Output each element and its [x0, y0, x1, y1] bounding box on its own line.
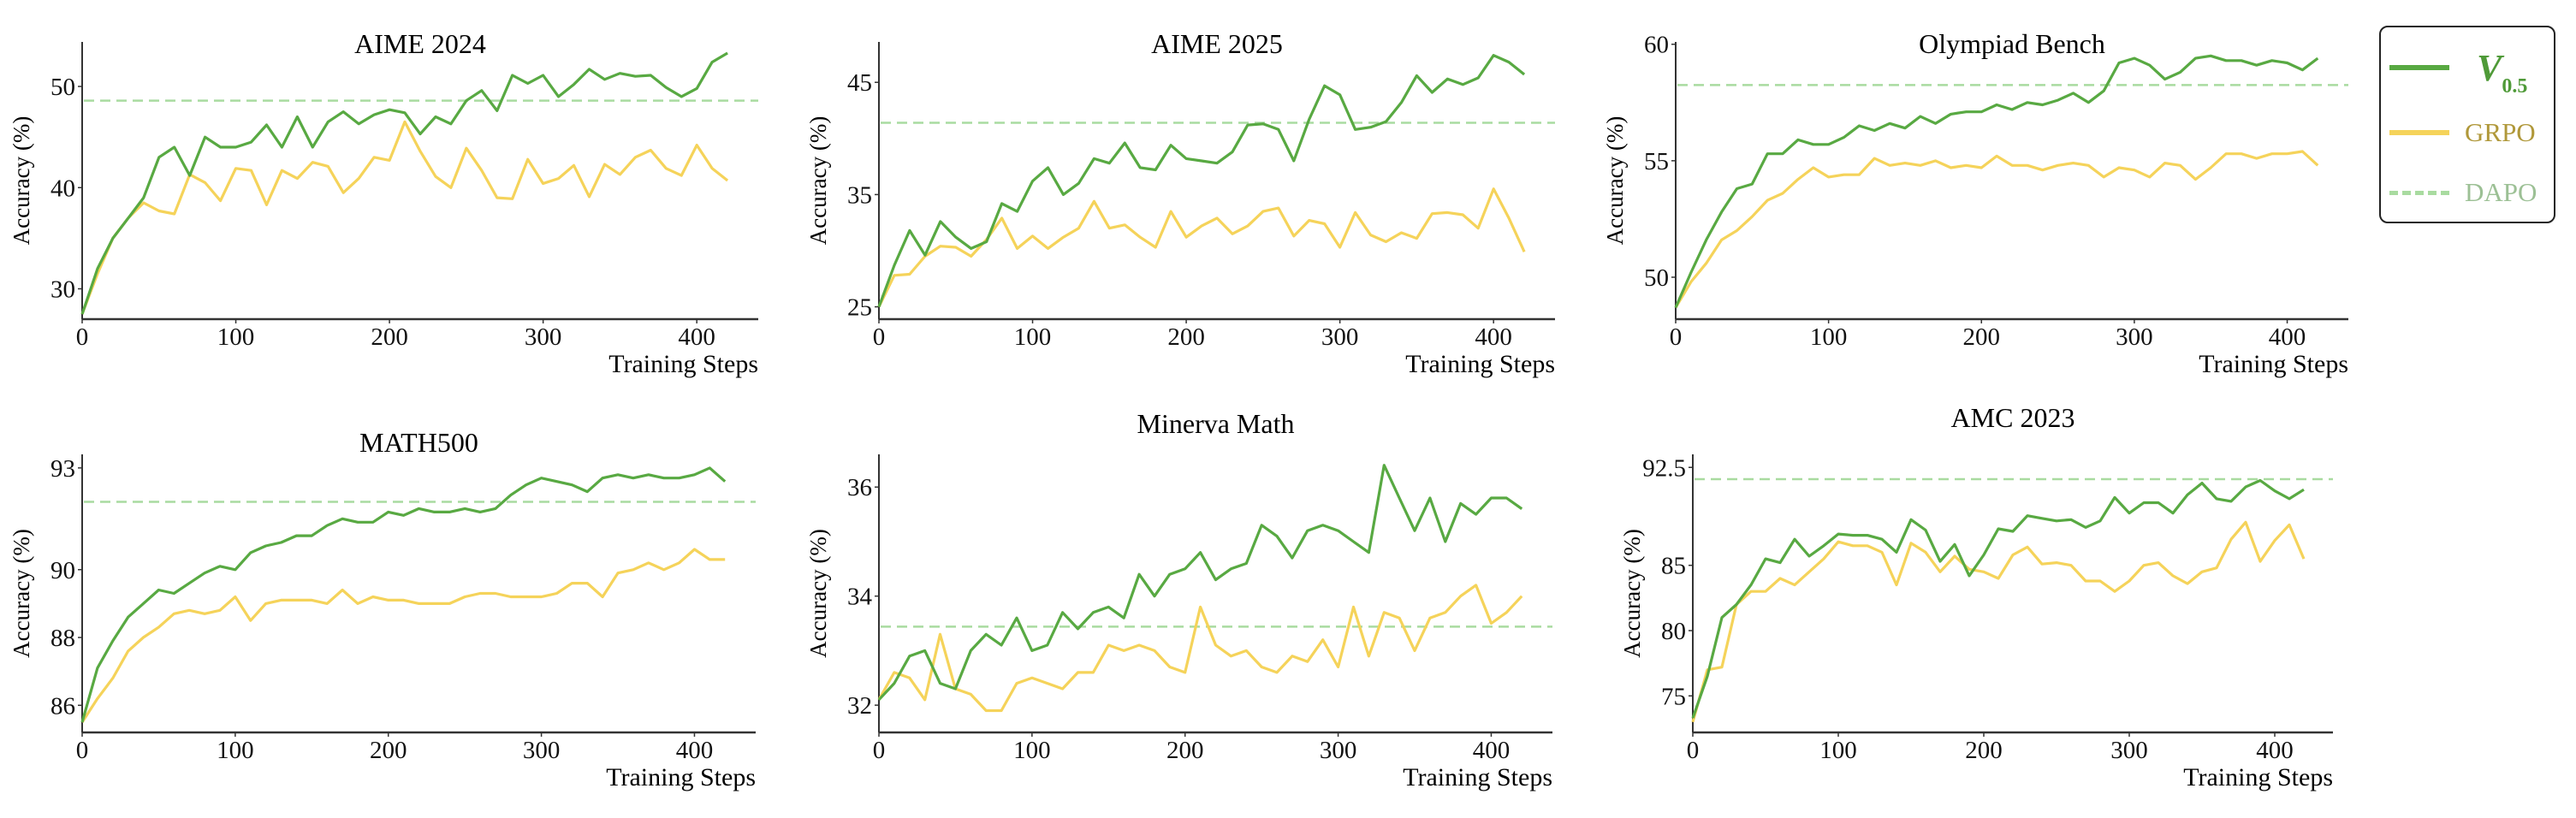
y-axis-label: Accuracy (%): [1619, 529, 1645, 658]
v05-series-line: [877, 464, 1523, 701]
x-tick-label: 200: [1965, 737, 2003, 764]
y-tick-label: 34: [847, 584, 873, 611]
x-tick-label: 400: [2256, 737, 2294, 764]
legend-swatch-dapo: [2389, 190, 2449, 195]
x-tick-label: 0: [76, 737, 89, 764]
x-axis-label: Training Steps: [1405, 350, 1555, 378]
grpo-series-line: [80, 120, 729, 315]
x-tick-label: 100: [217, 737, 254, 764]
subplot-3: MATH500 Training Steps Accuracy (%) 0 100 200…: [9, 427, 756, 791]
subplot-0: AIME 2024 Training Steps Accuracy (%) 0 100 2…: [9, 28, 758, 378]
y-tick-label: 50: [1644, 264, 1669, 292]
subplot-2: Olympiad Bench Training Steps Accuracy (%)…: [1602, 28, 2348, 378]
y-tick-label: 86: [50, 692, 75, 720]
x-tick-label: 100: [1013, 737, 1051, 764]
x-tick-label: 300: [2116, 323, 2153, 351]
x-tick-label: 200: [1963, 323, 2001, 351]
x-tick-label: 300: [525, 323, 562, 351]
subplot-title: Minerva Math: [1137, 408, 1295, 439]
y-axis-label: Accuracy (%): [9, 116, 34, 246]
x-tick-label: 400: [1473, 737, 1511, 764]
y-tick-label: 50: [50, 74, 75, 101]
y-tick-label: 93: [50, 455, 75, 483]
x-axis-label: Training Steps: [1403, 763, 1552, 791]
y-tick-label: 36: [847, 474, 872, 501]
subplot-title: AMC 2023: [1951, 402, 2075, 433]
legend-label-dapo: DAPO: [2465, 177, 2537, 207]
y-tick-label: 75: [1661, 683, 1686, 710]
y-tick-label: 90: [50, 557, 75, 584]
x-tick-label: 300: [1321, 323, 1359, 351]
subplot-1: AIME 2025 Training Steps Accuracy (%) 0 100 2…: [805, 28, 1555, 378]
x-axis-label: Training Steps: [608, 350, 758, 378]
y-tick-label: 25: [847, 294, 872, 322]
y-tick-label: 45: [847, 69, 872, 97]
v05-series-line: [1674, 54, 2319, 309]
subplot-5: AMC 2023 Training Steps Accuracy (%) 0 100 20…: [1619, 402, 2333, 791]
y-tick-label: 30: [50, 276, 75, 304]
y-axis-label: Accuracy (%): [9, 529, 34, 658]
x-tick-label: 0: [76, 323, 89, 351]
grpo-series-line: [80, 548, 726, 723]
y-tick-label: 88: [50, 625, 75, 652]
legend-item-dapo: DAPO: [2389, 175, 2537, 210]
x-tick-label: 0: [1670, 323, 1683, 351]
subplot-4: Minerva Math Training Steps Accuracy (%) 0 1…: [805, 408, 1552, 791]
x-tick-label: 0: [873, 737, 886, 764]
x-tick-label: 200: [1166, 737, 1204, 764]
v05-series-line: [1691, 478, 2305, 719]
subplot-title: Olympiad Bench: [1919, 28, 2105, 59]
x-tick-label: 400: [1475, 323, 1512, 351]
y-tick-label: 32: [847, 692, 872, 720]
x-tick-label: 200: [1167, 323, 1205, 351]
v05-series-line: [80, 466, 727, 723]
x-axis-label: Training Steps: [606, 763, 756, 791]
legend-label-v05-sub: 0.5: [2502, 74, 2528, 98]
legend-swatch-v05: [2389, 65, 2449, 70]
y-tick-label: 85: [1661, 553, 1686, 580]
x-tick-label: 0: [873, 323, 886, 351]
x-tick-label: 300: [523, 737, 561, 764]
y-tick-label: 80: [1661, 618, 1686, 645]
subplot-title: MATH500: [359, 427, 478, 458]
legend-item-v05: V0.5: [2389, 47, 2527, 98]
legend-item-grpo: GRPO: [2389, 116, 2536, 150]
x-tick-label: 200: [371, 323, 408, 351]
grpo-series-line: [1691, 520, 2306, 723]
y-tick-label: 55: [1644, 148, 1669, 175]
y-tick-label: 92.5: [1642, 454, 1686, 482]
legend: V0.5 GRPO DAPO: [2379, 26, 2555, 223]
legend-swatch-grpo: [2389, 130, 2449, 135]
legend-label-v05-main: V: [2477, 46, 2502, 89]
legend-label-grpo: GRPO: [2465, 117, 2536, 147]
y-axis-label: Accuracy (%): [805, 529, 831, 658]
x-tick-label: 400: [678, 323, 715, 351]
y-tick-label: 60: [1644, 32, 1669, 59]
y-tick-label: 35: [847, 181, 872, 209]
subplot-title: AIME 2024: [354, 28, 486, 59]
x-tick-label: 100: [1810, 323, 1848, 351]
grpo-series-line: [877, 584, 1523, 713]
x-tick-label: 400: [676, 737, 714, 764]
subplot-title: AIME 2025: [1151, 28, 1283, 59]
x-axis-label: Training Steps: [2183, 763, 2333, 791]
x-tick-label: 0: [1687, 737, 1700, 764]
y-axis-label: Accuracy (%): [1602, 116, 1628, 246]
v05-series-line: [877, 54, 1526, 308]
legend-label-v05: V0.5: [2477, 46, 2527, 98]
x-axis-label: Training Steps: [2199, 350, 2348, 378]
x-tick-label: 400: [2269, 323, 2306, 351]
x-tick-label: 300: [1320, 737, 1357, 764]
x-tick-label: 300: [2110, 737, 2148, 764]
v05-series-line: [80, 51, 728, 315]
x-tick-label: 100: [217, 323, 255, 351]
x-tick-label: 100: [1014, 323, 1052, 351]
x-tick-label: 100: [1819, 737, 1857, 764]
grpo-series-line: [1674, 150, 2319, 309]
x-tick-label: 200: [370, 737, 407, 764]
y-tick-label: 40: [50, 175, 75, 202]
y-axis-label: Accuracy (%): [805, 116, 831, 246]
